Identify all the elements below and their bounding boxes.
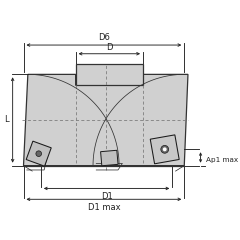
Text: Ap1 max: Ap1 max	[206, 157, 238, 163]
Text: D1: D1	[101, 192, 113, 201]
Polygon shape	[76, 64, 143, 85]
Polygon shape	[26, 141, 51, 166]
Circle shape	[36, 151, 42, 156]
Polygon shape	[24, 74, 188, 166]
Circle shape	[163, 147, 167, 151]
Text: L: L	[4, 115, 9, 125]
Polygon shape	[150, 135, 179, 164]
Circle shape	[161, 145, 169, 153]
Text: D: D	[106, 42, 113, 52]
Text: D1 max: D1 max	[88, 203, 120, 212]
Polygon shape	[101, 150, 118, 166]
Text: D6: D6	[98, 33, 110, 42]
